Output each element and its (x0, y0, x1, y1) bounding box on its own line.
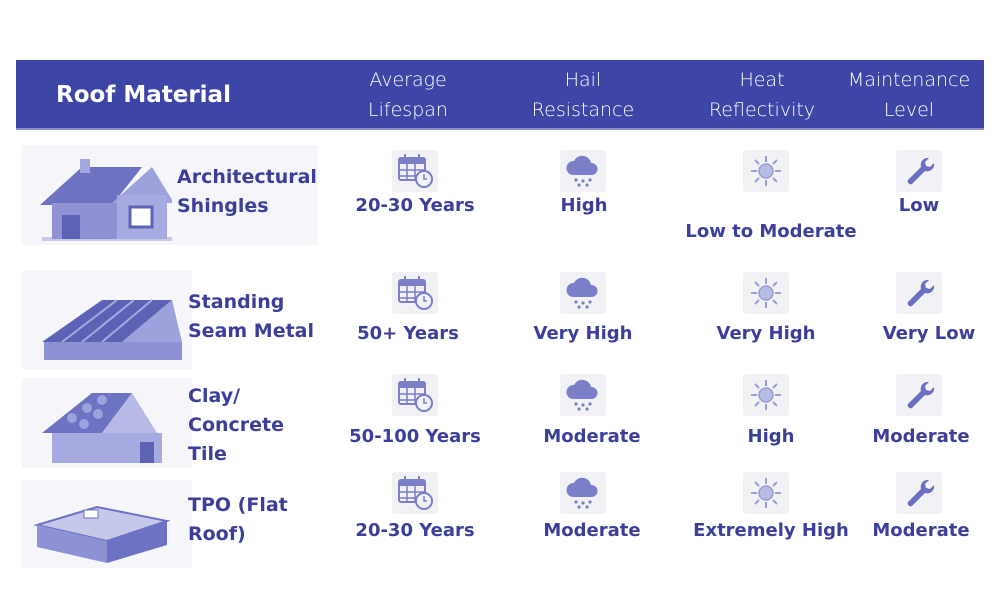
heat-value: Low to Moderate (685, 221, 857, 242)
header-roof-material: Roof Material (56, 82, 231, 108)
hail-cloud-icon (560, 150, 606, 192)
sun-icon (743, 272, 789, 314)
calendar-clock-icon (392, 374, 438, 416)
lifespan-value: 20-30 Years (355, 195, 475, 216)
header-heat-reflectivity: Heat Reflectivity (708, 69, 816, 121)
roof-material-name: Standing Seam Metal (188, 291, 315, 342)
sun-icon (743, 374, 789, 416)
wrench-icon (896, 472, 942, 514)
maintenance-value: Very Low (882, 323, 976, 344)
roof-illustration (22, 145, 318, 245)
lifespan-value: 50-100 Years (349, 426, 481, 447)
roof-illustration (22, 378, 192, 468)
sun-icon (743, 472, 789, 514)
calendar-clock-icon (392, 150, 438, 192)
hail-value: Moderate (543, 520, 641, 541)
hail-value: Very High (533, 323, 633, 344)
lifespan-value: 50+ Years (357, 323, 459, 344)
header-average-lifespan: Average Lifespan (368, 69, 448, 121)
sun-icon (743, 150, 789, 192)
maintenance-value: Moderate (872, 520, 970, 541)
roof-illustration (22, 480, 192, 568)
wrench-icon (896, 374, 942, 416)
heat-value: Extremely High (693, 520, 849, 541)
hail-cloud-icon (560, 374, 606, 416)
hail-value: Moderate (543, 426, 641, 447)
table-header: Roof Material Average Lifespan Hail Resi… (16, 60, 984, 130)
wrench-icon (896, 150, 942, 192)
maintenance-value: Moderate (872, 426, 970, 447)
calendar-clock-icon (392, 272, 438, 314)
maintenance-value: Low (898, 195, 940, 216)
roof-material-name: TPO (Flat Roof) (188, 494, 288, 545)
roof-illustration (22, 270, 192, 370)
heat-value: Very High (716, 323, 816, 344)
header-maintenance-level: Maintenance Level (847, 69, 971, 121)
wrench-icon (896, 272, 942, 314)
roof-material-name: Clay/ Concrete Tile (188, 385, 285, 465)
header-hail-resistance: Hail Resistance (531, 69, 635, 121)
hail-cloud-icon (560, 472, 606, 514)
hail-value: High (560, 195, 608, 216)
hail-cloud-icon (560, 272, 606, 314)
lifespan-value: 20-30 Years (355, 520, 475, 541)
heat-value: High (747, 426, 795, 447)
roof-material-name: Architectural Shingles (177, 166, 317, 217)
calendar-clock-icon (392, 472, 438, 514)
